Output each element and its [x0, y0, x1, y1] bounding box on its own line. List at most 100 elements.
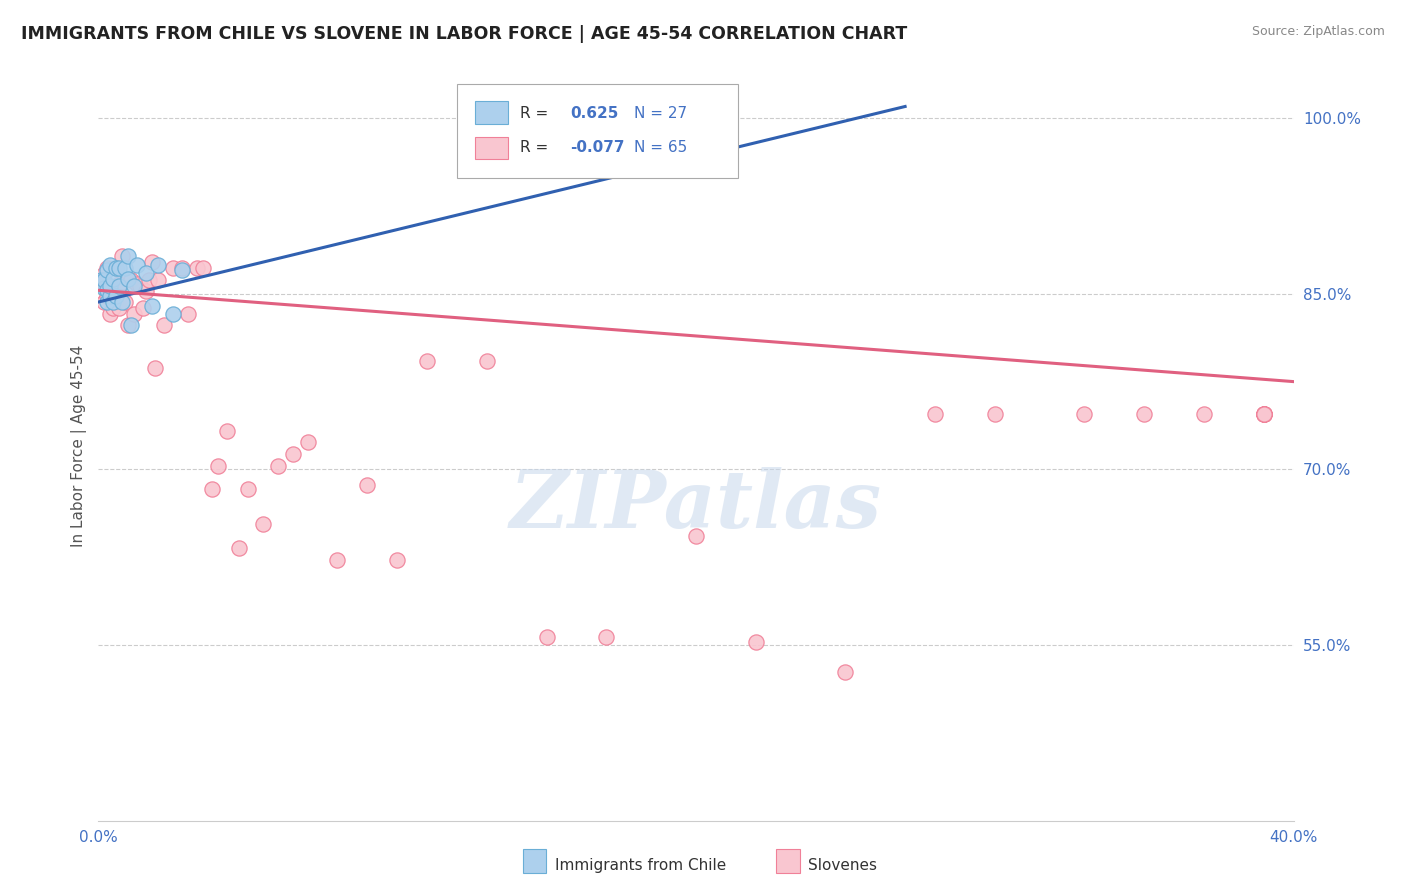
Point	[1253, 408, 1275, 422]
Point	[103, 295, 125, 310]
Point	[685, 529, 707, 543]
Point	[93, 267, 115, 281]
Point	[172, 261, 194, 276]
Point	[96, 283, 118, 297]
Point	[1253, 408, 1275, 422]
Point	[924, 408, 946, 422]
Point	[114, 295, 136, 310]
Text: R =: R =	[520, 106, 554, 120]
Point	[105, 295, 128, 310]
Point	[141, 255, 163, 269]
Point	[207, 458, 229, 473]
Text: R =: R =	[520, 140, 554, 155]
Point	[90, 273, 112, 287]
Point	[127, 277, 149, 292]
Point	[1192, 408, 1215, 422]
Point	[236, 483, 259, 497]
Point	[103, 271, 125, 285]
Point	[215, 424, 238, 438]
Point	[124, 307, 146, 321]
Point	[595, 630, 617, 644]
Point	[93, 295, 115, 310]
Point	[127, 258, 149, 272]
Point	[90, 273, 112, 287]
Point	[186, 261, 208, 276]
Point	[148, 273, 170, 287]
FancyBboxPatch shape	[457, 84, 738, 178]
Point	[96, 261, 118, 276]
Text: N = 27: N = 27	[634, 106, 688, 120]
Point	[108, 261, 131, 276]
Point	[90, 277, 112, 292]
Point	[96, 289, 118, 303]
FancyBboxPatch shape	[475, 136, 509, 159]
Point	[98, 258, 122, 272]
Point	[252, 517, 274, 532]
Point	[191, 261, 214, 276]
Point	[385, 552, 409, 566]
Point	[475, 353, 498, 368]
Point	[98, 289, 122, 303]
Point	[96, 295, 118, 310]
Point	[105, 289, 128, 303]
Point	[117, 249, 139, 263]
Point	[103, 301, 125, 315]
Point	[129, 278, 152, 293]
Point	[93, 273, 115, 287]
Point	[124, 278, 146, 293]
Point	[162, 307, 184, 321]
Text: -0.077: -0.077	[571, 140, 626, 155]
Text: N = 65: N = 65	[634, 140, 688, 155]
Point	[111, 249, 134, 263]
Point	[1253, 408, 1275, 422]
Text: Source: ZipAtlas.com: Source: ZipAtlas.com	[1251, 25, 1385, 38]
Point	[111, 295, 134, 310]
Point	[141, 298, 163, 313]
Point	[416, 353, 439, 368]
FancyBboxPatch shape	[475, 102, 509, 124]
Point	[1253, 408, 1275, 422]
Point	[96, 278, 118, 293]
Point	[177, 307, 200, 321]
Point	[1253, 408, 1275, 422]
Point	[984, 408, 1007, 422]
Point	[138, 273, 160, 287]
Point	[98, 289, 122, 303]
Y-axis label: In Labor Force | Age 45-54: In Labor Force | Age 45-54	[72, 345, 87, 547]
Point	[297, 435, 319, 450]
Text: ZIPatlas: ZIPatlas	[510, 467, 882, 545]
Point	[201, 483, 224, 497]
Point	[108, 301, 131, 315]
Point	[745, 634, 768, 648]
Point	[135, 285, 157, 299]
Point	[108, 277, 131, 292]
Point	[834, 665, 856, 679]
Point	[96, 263, 118, 277]
Text: IMMIGRANTS FROM CHILE VS SLOVENE IN LABOR FORCE | AGE 45-54 CORRELATION CHART: IMMIGRANTS FROM CHILE VS SLOVENE IN LABO…	[21, 25, 907, 43]
Point	[117, 271, 139, 285]
Point	[281, 447, 304, 461]
Point	[120, 318, 142, 333]
Point	[120, 273, 142, 287]
Point	[98, 278, 122, 293]
Point	[114, 261, 136, 276]
Point	[98, 307, 122, 321]
Point	[228, 541, 250, 555]
Point	[117, 318, 139, 333]
Point	[105, 261, 128, 276]
Text: 0.625: 0.625	[571, 106, 619, 120]
Point	[108, 278, 131, 293]
Point	[1253, 408, 1275, 422]
Point	[1133, 408, 1156, 422]
Point	[1073, 408, 1095, 422]
Point	[162, 261, 184, 276]
Point	[172, 263, 194, 277]
Point	[326, 552, 349, 566]
Text: Slovenes: Slovenes	[808, 858, 877, 872]
Point	[105, 261, 128, 276]
Point	[148, 258, 170, 272]
Point	[356, 477, 378, 491]
Point	[93, 281, 115, 295]
Point	[267, 458, 290, 473]
Point	[132, 301, 155, 315]
